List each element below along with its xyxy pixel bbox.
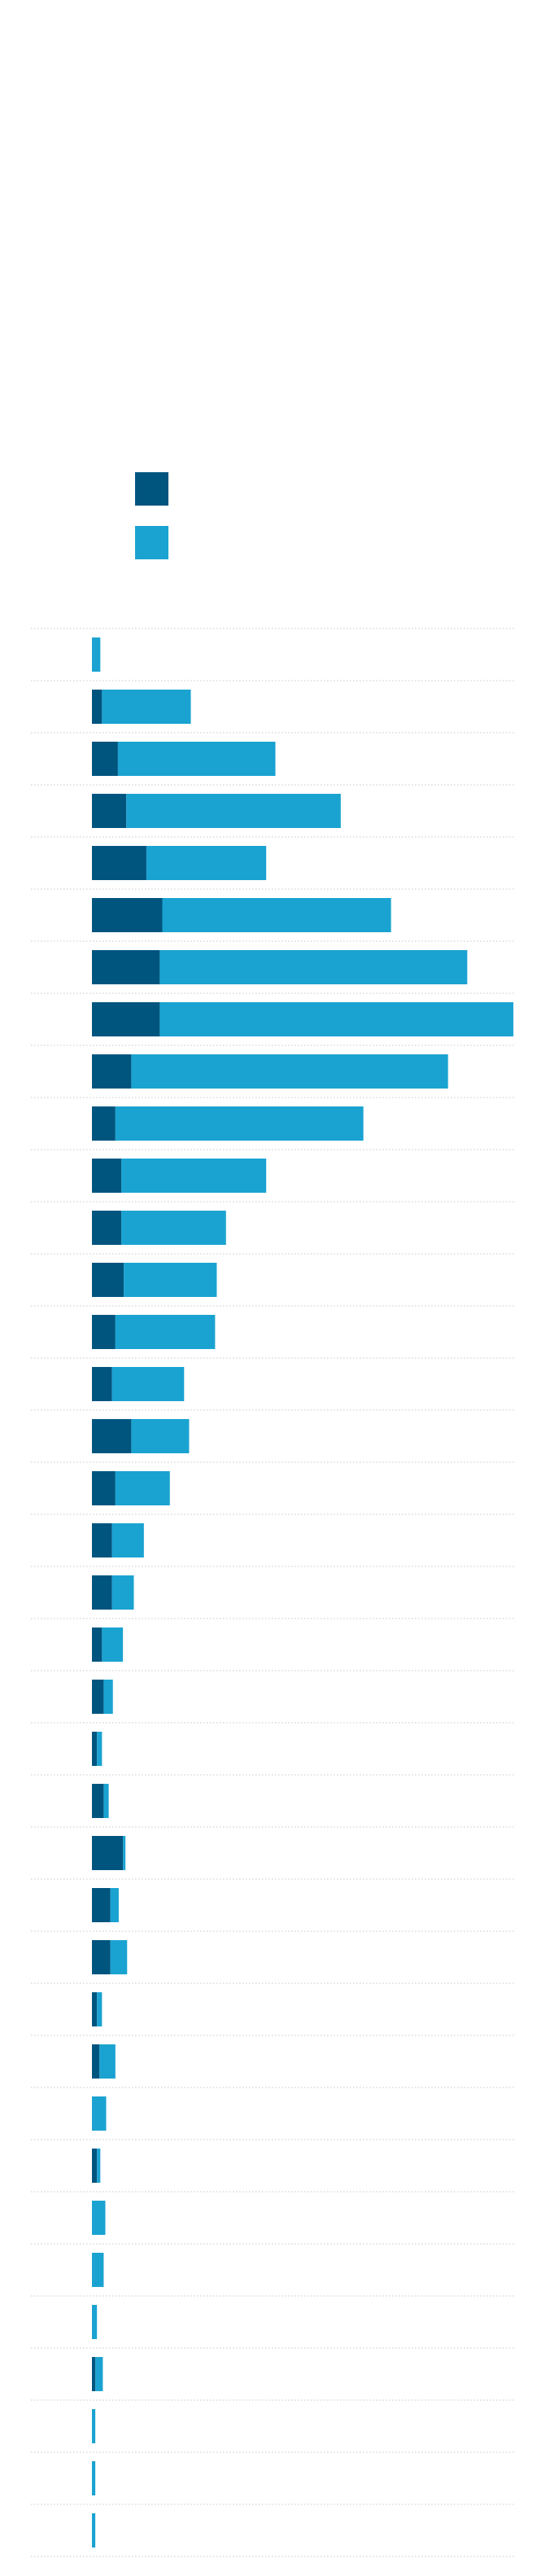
bar-segment-series-1 xyxy=(92,1940,111,1974)
bar-segment-series-1 xyxy=(92,1888,111,1922)
bar-segment-series-2 xyxy=(92,2096,107,2131)
bar-segment-series-2 xyxy=(102,690,191,724)
bar-segment-series-2 xyxy=(92,2201,106,2235)
bar-segment-series-1 xyxy=(92,2357,96,2391)
bar-segment-series-1 xyxy=(92,1471,116,1505)
bar-segment-series-2 xyxy=(111,1523,144,1557)
bar-segment-series-1 xyxy=(92,2149,98,2183)
bar-segment-series-2 xyxy=(117,742,276,776)
bar-segment-series-1 xyxy=(92,794,127,828)
legend-swatch-1 xyxy=(135,472,168,506)
bar-segment-series-1 xyxy=(92,1263,124,1297)
bar-segment-series-1 xyxy=(92,1680,104,1714)
bar-segment-series-2 xyxy=(95,2357,103,2391)
bar-segment-series-2 xyxy=(110,1888,119,1922)
bar-segment-series-1 xyxy=(92,1523,112,1557)
bar-segment-series-1 xyxy=(92,898,163,932)
bar-segment-series-1 xyxy=(92,2044,100,2079)
bar-segment-series-2 xyxy=(102,1628,124,1662)
bar-segment-series-2 xyxy=(115,1471,170,1505)
bar-segment-series-1 xyxy=(92,1211,122,1245)
bar-segment-series-1 xyxy=(92,846,146,880)
bar-segment-series-2 xyxy=(110,1940,128,1974)
bars xyxy=(92,637,513,2548)
bar-segment-series-2 xyxy=(115,1315,216,1349)
bar-segment-series-2 xyxy=(123,1836,126,1870)
legend xyxy=(135,472,168,559)
bar-segment-series-2 xyxy=(159,1002,513,1036)
bar-segment-series-2 xyxy=(92,637,101,672)
legend-swatch-2 xyxy=(135,526,168,559)
bar-segment-series-2 xyxy=(121,1159,267,1193)
bar-segment-series-2 xyxy=(159,950,468,984)
bar-segment-series-2 xyxy=(111,1367,185,1401)
bar-segment-series-2 xyxy=(146,846,267,880)
bar-segment-series-2 xyxy=(103,1784,109,1818)
gridlines xyxy=(31,628,514,2557)
bar-segment-series-1 xyxy=(92,1628,103,1662)
bar-segment-series-1 xyxy=(92,1367,112,1401)
bar-segment-series-1 xyxy=(92,1315,116,1349)
bar-segment-series-1 xyxy=(92,950,160,984)
bar-segment-series-2 xyxy=(131,1419,190,1453)
bar-segment-series-2 xyxy=(99,2044,116,2079)
bar-segment-series-2 xyxy=(92,2513,96,2548)
bar-segment-series-1 xyxy=(92,1419,132,1453)
bar-segment-series-2 xyxy=(92,2253,104,2287)
bar-segment-series-2 xyxy=(121,1211,226,1245)
bar-segment-series-2 xyxy=(111,1575,134,1610)
bar-segment-series-1 xyxy=(92,1732,98,1766)
bar-segment-series-2 xyxy=(92,2305,98,2339)
bar-segment-series-2 xyxy=(92,2409,96,2443)
bar-segment-series-1 xyxy=(92,1784,104,1818)
bar-segment-series-2 xyxy=(97,2149,101,2183)
bar-segment-series-1 xyxy=(92,1002,160,1036)
bar-segment-series-2 xyxy=(162,898,391,932)
bar-segment-series-1 xyxy=(92,690,103,724)
bar-segment-series-2 xyxy=(124,1263,217,1297)
bar-segment-series-1 xyxy=(92,1992,98,2026)
bar-segment-series-2 xyxy=(97,1992,103,2026)
bar-segment-series-2 xyxy=(126,794,341,828)
bar-segment-series-2 xyxy=(92,2461,96,2495)
bar-segment-series-1 xyxy=(92,742,118,776)
bar-segment-series-2 xyxy=(97,1732,103,1766)
bar-segment-series-1 xyxy=(92,1575,112,1610)
bar-segment-series-2 xyxy=(103,1680,113,1714)
bar-segment-series-1 xyxy=(92,1106,116,1141)
bar-segment-series-2 xyxy=(131,1054,448,1089)
bar-segment-series-1 xyxy=(92,1159,122,1193)
bar-segment-series-2 xyxy=(115,1106,364,1141)
bar-segment-series-1 xyxy=(92,1054,132,1089)
bar-segment-series-1 xyxy=(92,1836,124,1870)
